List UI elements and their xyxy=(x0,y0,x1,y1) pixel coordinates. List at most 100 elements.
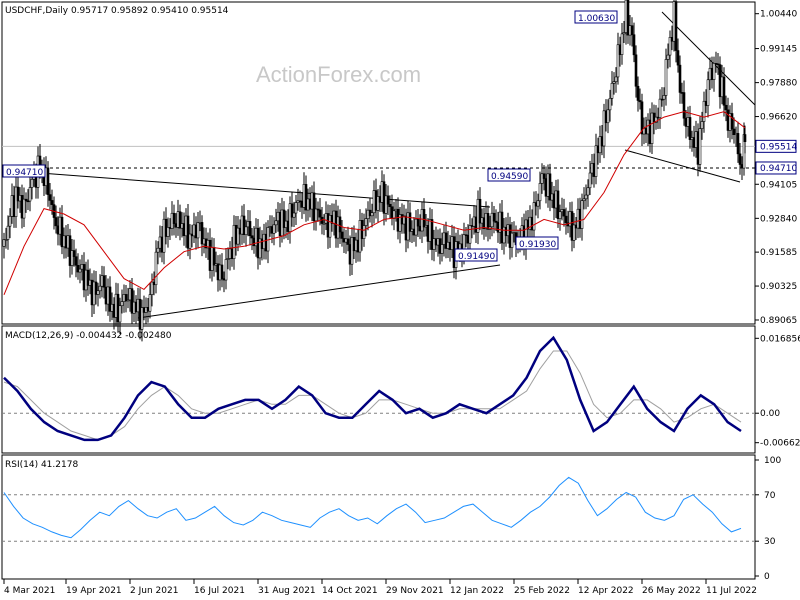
candle-body xyxy=(16,186,20,202)
candle-body xyxy=(116,293,120,323)
candle-body xyxy=(444,232,448,249)
triangle-lower-trendline xyxy=(137,264,501,319)
price-annotations: 1.00630 0.94710 0.94590 0.91930 0.91490 xyxy=(2,10,618,262)
candle-body xyxy=(98,285,102,292)
candle-body xyxy=(104,286,108,305)
candle-body xyxy=(60,216,64,248)
price-annotation-label: 1.00630 xyxy=(578,14,615,24)
candle-body xyxy=(30,179,34,188)
price-tick-label: 0.99145 xyxy=(760,45,797,55)
candle-body xyxy=(340,231,344,239)
candle-body xyxy=(384,195,388,214)
candle-body xyxy=(134,301,138,313)
candle-body xyxy=(62,235,66,248)
candle-body xyxy=(90,279,94,306)
candle-body xyxy=(144,307,148,313)
candle-body xyxy=(634,54,638,87)
candle-body xyxy=(632,34,636,56)
price-annotation-label: 0.94590 xyxy=(491,172,528,182)
candle-body xyxy=(178,211,182,229)
candle-body xyxy=(88,279,92,286)
candle-body xyxy=(234,224,238,245)
candle-body xyxy=(202,238,206,245)
candle-body xyxy=(238,227,242,235)
candle-body xyxy=(68,235,72,266)
price-y-axis: 1.00440 0.99145 0.97880 0.96620 0.95514 0.947… xyxy=(755,10,797,326)
rsi-line xyxy=(3,476,742,539)
macd-panel xyxy=(1,325,756,454)
candle-body xyxy=(4,239,8,241)
candle-body xyxy=(614,76,618,82)
candle-body xyxy=(168,227,172,229)
candle-body xyxy=(290,203,294,218)
candle-body xyxy=(364,218,368,226)
candle-body xyxy=(536,200,540,207)
candle-body xyxy=(558,211,562,219)
candle-body xyxy=(582,198,586,201)
candle-body xyxy=(108,286,112,312)
x-tick-label: 12 Jan 2022 xyxy=(450,586,504,596)
candle-body xyxy=(24,198,28,202)
candle-body xyxy=(594,145,598,177)
candle-body xyxy=(240,215,244,235)
candle-body xyxy=(510,232,514,248)
candle-body xyxy=(86,269,90,286)
candle-body xyxy=(28,187,32,202)
candle-body xyxy=(196,222,200,239)
candle-body xyxy=(118,305,122,323)
candle-body xyxy=(218,264,222,281)
candle-body xyxy=(318,209,322,218)
candle-body xyxy=(572,224,576,241)
candle-body xyxy=(92,281,96,306)
candle-body xyxy=(2,239,6,247)
price-tick-label: 0.96620 xyxy=(760,113,797,123)
candle-body xyxy=(416,218,420,227)
candle-body xyxy=(78,268,82,273)
candle-body xyxy=(184,215,188,237)
candle-body xyxy=(676,50,680,66)
candle-body xyxy=(662,95,666,100)
x-tick-label: 29 Nov 2021 xyxy=(386,586,444,596)
macd-line xyxy=(3,335,742,442)
candle-body xyxy=(304,184,308,211)
macd-title: MACD(12,26,9) -0.004432 -0.002480 xyxy=(5,331,172,341)
candle-body xyxy=(192,224,196,237)
watermark: ActionForex.com xyxy=(256,62,421,87)
candle-body xyxy=(602,110,606,147)
candle-body xyxy=(492,212,496,222)
candle-body xyxy=(228,248,232,259)
candle-body xyxy=(430,219,434,250)
price-tick-label: 0.94710 xyxy=(760,164,797,174)
candle-body xyxy=(136,298,140,313)
candle-body xyxy=(138,298,142,330)
candle-body xyxy=(706,79,710,106)
candle-body xyxy=(494,220,498,223)
candle-body xyxy=(46,167,50,195)
candle-body xyxy=(94,281,98,295)
candle-body xyxy=(630,25,634,36)
candle-body xyxy=(660,98,664,101)
price-annotation-box xyxy=(2,164,46,178)
moving-average-line xyxy=(3,111,746,295)
rsi-tick-label: 70 xyxy=(764,491,776,501)
candle-body xyxy=(664,59,668,96)
price-tick-label: 1.00440 xyxy=(760,10,797,20)
candle-body xyxy=(128,288,132,301)
candle-body xyxy=(370,212,374,217)
candle-body xyxy=(110,303,114,312)
candle-body xyxy=(588,172,592,189)
candle-body xyxy=(346,238,350,245)
candle-body xyxy=(242,215,246,236)
candle-body xyxy=(70,250,74,266)
x-tick-label: 2 Jun 2021 xyxy=(130,586,178,596)
macd-tick-label: 0.016856 xyxy=(760,334,800,344)
candle-body xyxy=(122,294,126,302)
candle-body xyxy=(538,183,542,202)
candle-body xyxy=(650,112,654,144)
x-axis: 4 Mar 2021 19 Apr 2021 2 Jun 2021 16 Jul 20… xyxy=(3,579,757,596)
rsi-tick-label: 0 xyxy=(764,572,770,582)
candle-body xyxy=(6,225,10,240)
candle-body xyxy=(146,307,150,312)
candle-body xyxy=(468,225,472,244)
candle-body xyxy=(666,54,670,60)
